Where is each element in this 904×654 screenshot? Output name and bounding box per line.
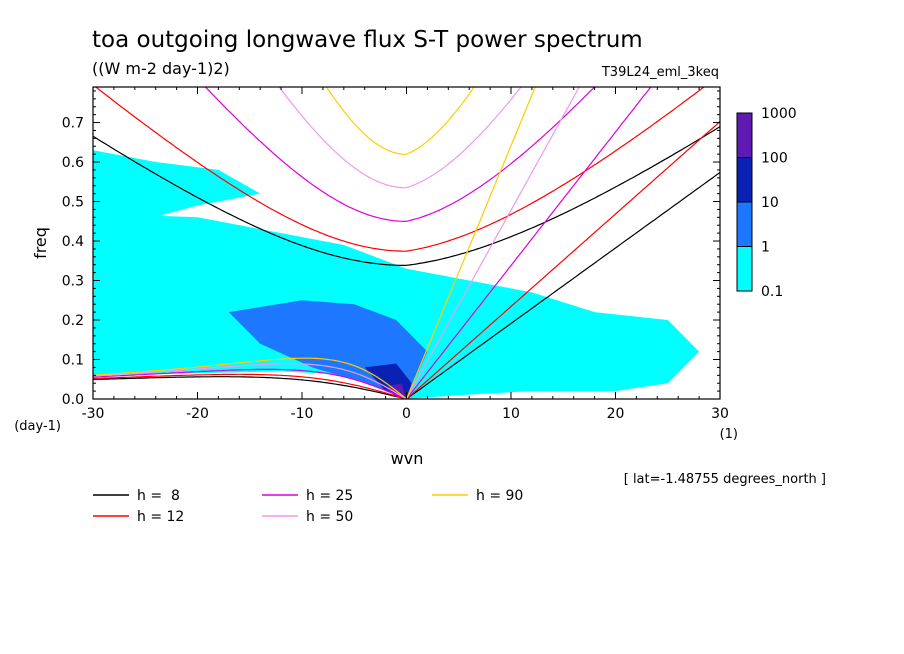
chart-title: toa outgoing longwave flux S-T power spe… (92, 27, 643, 53)
y-tick-label: 0.7 (62, 116, 84, 132)
x-unit-label: (1) (720, 427, 738, 442)
colorbar-label: 1000 (761, 106, 797, 122)
gravity-wave-curve-h-12 (94, 87, 705, 252)
kelvin-wave-curve-h-50 (405, 87, 580, 399)
x-tick-label: 20 (607, 406, 625, 422)
y-tick-label: 0.6 (62, 155, 84, 171)
x-axis: -30 -20 -10 0 10 20 30 (82, 87, 729, 422)
rossby-wave-curve-h-50 (93, 363, 407, 399)
run-label: T39L24_eml_3keq (601, 65, 719, 80)
colorbar-bin (736, 246, 753, 292)
colorbar: 0.1 1 10 100 1000 (736, 106, 797, 300)
colorbar-label: 10 (761, 195, 779, 211)
x-tick-label: -30 (82, 406, 105, 422)
spectrum-region (93, 150, 261, 320)
kelvin-wave-curve-h-90 (405, 87, 536, 399)
rossby-wave-curve-h-90 (93, 357, 407, 399)
kelvin-wave-curve-h-8 (406, 172, 720, 399)
y-tick-label: 0.4 (62, 234, 84, 250)
latitude-note: [ lat=-1.48755 degrees_north ] (624, 472, 826, 487)
x-tick-label: -10 (291, 406, 314, 422)
rossby-wave-curve-h-8 (93, 376, 407, 399)
dispersion-curve-layer (93, 87, 720, 399)
y-axis-label: freq (31, 227, 50, 259)
gravity-wave-curve-h-25 (204, 87, 596, 223)
x-tick-label: 0 (402, 406, 411, 422)
x-tick-label: -20 (186, 406, 209, 422)
x-tick-label: 10 (502, 406, 520, 422)
chart-subtitle: ((W m-2 day-1)2) (92, 59, 230, 78)
y-axis: 0.0 0.1 0.2 0.3 0.4 0.5 0.6 0.7 (62, 90, 720, 408)
spectrum-region (93, 213, 700, 399)
y-tick-label: 0.2 (62, 313, 84, 329)
y-tick-label: 0.0 (62, 392, 84, 408)
x-tick-label: 30 (711, 406, 729, 422)
legend-label: h = 90 (476, 488, 523, 504)
colorbar-label: 0.1 (761, 284, 783, 300)
legend-label: h = 12 (137, 509, 184, 525)
gravity-wave-curve-h-90 (325, 87, 475, 155)
legend-label: h = 8 (137, 488, 180, 504)
colorbar-label: 100 (761, 151, 788, 167)
y-tick-label: 0.3 (62, 274, 84, 290)
gravity-wave-curve-h-8 (93, 126, 720, 266)
y-tick-label: 0.5 (62, 195, 84, 211)
y-unit-label: (day-1) (14, 419, 61, 434)
kelvin-wave-curve-h-12 (406, 121, 720, 399)
y-tick-label: 0.1 (62, 353, 84, 369)
legend-label: h = 25 (306, 488, 353, 504)
legend: h = 8 h = 12 h = 25 h = 50 h = 90 (93, 488, 523, 525)
rossby-wave-curve-h-25 (93, 368, 407, 399)
rossby-wave-curve-h-12 (93, 373, 407, 399)
colorbar-bin (736, 201, 753, 247)
kelvin-wave-curve-h-25 (406, 87, 652, 399)
legend-label: h = 50 (306, 509, 353, 525)
colorbar-bin (736, 112, 753, 158)
colorbar-label: 1 (761, 240, 770, 256)
colorbar-bin (736, 157, 753, 203)
gravity-wave-curve-h-50 (278, 87, 522, 189)
x-axis-label: wvn (391, 449, 424, 468)
